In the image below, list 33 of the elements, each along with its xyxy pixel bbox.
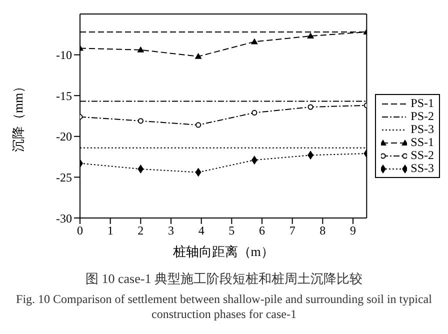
x-tick-label: 3 — [168, 224, 174, 238]
y-tick-label: -10 — [56, 48, 72, 62]
y-axis-title: 沉降（mm） — [10, 80, 26, 152]
y-tick-label: -25 — [56, 170, 72, 184]
x-axis-title: 桩轴向距离（m） — [172, 244, 274, 259]
point — [138, 118, 144, 124]
point — [250, 38, 258, 44]
point — [252, 110, 258, 116]
x-tick-label: 6 — [259, 224, 266, 238]
x-tick-label: 7 — [289, 224, 296, 238]
legend-label: SS-2 — [410, 148, 434, 162]
legend-label: PS-1 — [410, 96, 434, 110]
legend-label: SS-1 — [410, 135, 434, 149]
legend-label: PS-3 — [410, 122, 434, 136]
y-tick-label: -20 — [56, 130, 72, 144]
legend-label: SS-3 — [410, 161, 434, 175]
x-tick-label: 5 — [228, 224, 235, 238]
point — [194, 52, 202, 59]
point — [196, 122, 202, 128]
x-tick-label: 2 — [138, 224, 144, 238]
x-tick-label: 9 — [350, 224, 356, 238]
x-tick-label: 8 — [320, 224, 326, 238]
caption: 图 10 case-1 典型施工阶段短桩和桩周土沉降比较 — [84, 270, 364, 288]
point — [308, 104, 314, 110]
x-tick-label: 1 — [107, 224, 114, 238]
x-tick-label: 0 — [77, 224, 83, 238]
point — [137, 46, 144, 52]
y-tick-label: -15 — [56, 88, 72, 103]
caption: Fig. 10 Comparison of settlement between shallow-pile and surrounding soil in typical construction phases for case-1 — [15, 292, 433, 322]
y-tick-label: -30 — [56, 211, 72, 226]
point — [307, 32, 314, 39]
legend-label: PS-2 — [410, 109, 434, 123]
x-tick-label: 4 — [198, 224, 204, 238]
